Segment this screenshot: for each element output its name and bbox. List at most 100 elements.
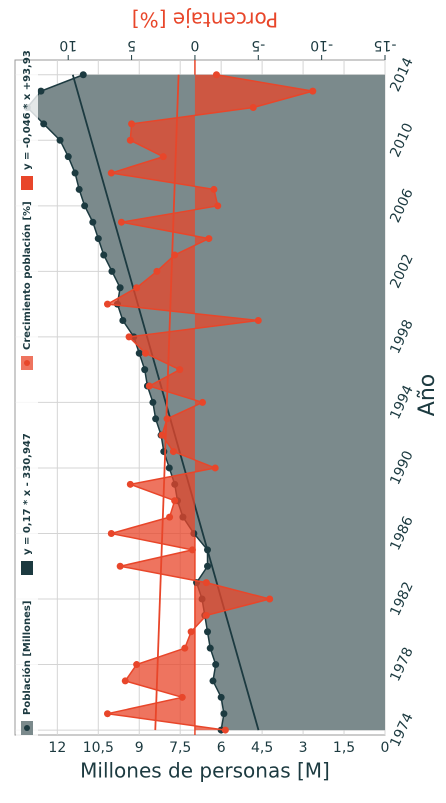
x-tick-label: 1998 xyxy=(387,317,417,356)
y2-tick-label: -15 xyxy=(374,37,397,53)
point xyxy=(100,251,108,259)
point xyxy=(89,218,97,226)
y-tick-label: 3 xyxy=(299,740,308,756)
point xyxy=(202,579,210,587)
point xyxy=(212,71,220,79)
point xyxy=(212,661,220,669)
point xyxy=(56,136,64,144)
area xyxy=(107,74,313,731)
point xyxy=(40,120,48,128)
point xyxy=(214,202,222,210)
x-tick-label: 1994 xyxy=(387,383,417,422)
y-tick-label: 0 xyxy=(381,740,390,756)
point xyxy=(125,333,133,341)
point xyxy=(149,398,157,406)
legend-label: y = -0,046 * x +93,93 xyxy=(22,50,33,170)
trend-line xyxy=(154,74,180,731)
point xyxy=(159,153,167,161)
point xyxy=(211,464,219,472)
legend-marker xyxy=(24,725,30,731)
point xyxy=(205,235,213,243)
point xyxy=(108,267,116,275)
x-tick-label: 2002 xyxy=(387,252,417,291)
x-tick-label: 2014 xyxy=(387,55,417,94)
point xyxy=(220,710,228,718)
legend-label: Población [Millones] xyxy=(21,601,33,715)
point xyxy=(254,316,262,324)
point xyxy=(107,169,115,177)
point xyxy=(209,677,217,685)
point xyxy=(202,611,210,619)
y-tick-label: 1,5 xyxy=(333,740,355,756)
point xyxy=(176,366,184,374)
point xyxy=(169,448,177,456)
point xyxy=(217,693,225,701)
legend-marker xyxy=(24,360,30,366)
point xyxy=(75,185,83,193)
x-tick-label: 1986 xyxy=(387,514,417,553)
point xyxy=(133,284,141,292)
x-axis-title: Año xyxy=(415,374,440,416)
point xyxy=(188,546,196,554)
point xyxy=(128,120,136,128)
point xyxy=(158,431,166,439)
point xyxy=(117,218,125,226)
point xyxy=(116,562,124,570)
legend-swatch xyxy=(21,561,33,575)
point xyxy=(153,267,161,275)
point xyxy=(204,562,212,570)
point xyxy=(126,136,134,144)
point xyxy=(141,366,149,374)
point xyxy=(79,71,87,79)
y-axis-title: Millones de personas [M] xyxy=(80,759,330,783)
x-tick-label: 1982 xyxy=(387,579,417,618)
point xyxy=(266,595,274,603)
point xyxy=(181,644,189,652)
point xyxy=(104,300,111,308)
point xyxy=(199,398,207,406)
trend-line xyxy=(71,74,260,731)
y-tick-label: 9 xyxy=(135,740,144,756)
point xyxy=(135,349,143,357)
y2-tick-label: 5 xyxy=(127,37,136,53)
point xyxy=(116,284,124,292)
x-tick-label: 2006 xyxy=(387,186,417,225)
point xyxy=(94,235,102,243)
point xyxy=(64,153,72,161)
data-layer xyxy=(23,71,386,734)
point xyxy=(119,316,127,324)
area xyxy=(27,74,386,731)
x-tick-label: 1990 xyxy=(387,448,417,487)
x-tick-label: 2010 xyxy=(387,121,417,160)
y2-tick-label: -5 xyxy=(251,37,265,53)
point xyxy=(142,349,150,357)
point xyxy=(166,513,174,521)
legend-label: y = 0,17 * x - 330,947 xyxy=(22,433,33,555)
point xyxy=(133,661,141,669)
point xyxy=(71,169,79,177)
y2-tick-label: 10 xyxy=(59,37,77,53)
y-tick-label: 6 xyxy=(217,740,226,756)
point xyxy=(187,628,195,636)
point xyxy=(309,87,317,95)
point xyxy=(249,104,257,112)
y-tick-label: 4,5 xyxy=(251,740,273,756)
point xyxy=(121,677,129,685)
point xyxy=(126,480,134,488)
point xyxy=(37,87,45,95)
point xyxy=(221,726,229,734)
x-tick-label: 1978 xyxy=(387,645,417,684)
y-tick-label: 7,5 xyxy=(169,740,191,756)
y2-tick-label: 0 xyxy=(190,37,199,53)
point xyxy=(204,628,212,636)
legend-label: Crecimiento población [%] xyxy=(21,201,33,350)
point xyxy=(81,202,89,210)
y-tick-label: 10,5 xyxy=(83,740,114,756)
y2-tick-label: -10 xyxy=(310,37,333,53)
point xyxy=(178,693,186,701)
point xyxy=(107,529,115,537)
point xyxy=(210,185,218,193)
y2-axis-title: Porcentaje [%] xyxy=(132,8,278,32)
point xyxy=(160,448,168,456)
